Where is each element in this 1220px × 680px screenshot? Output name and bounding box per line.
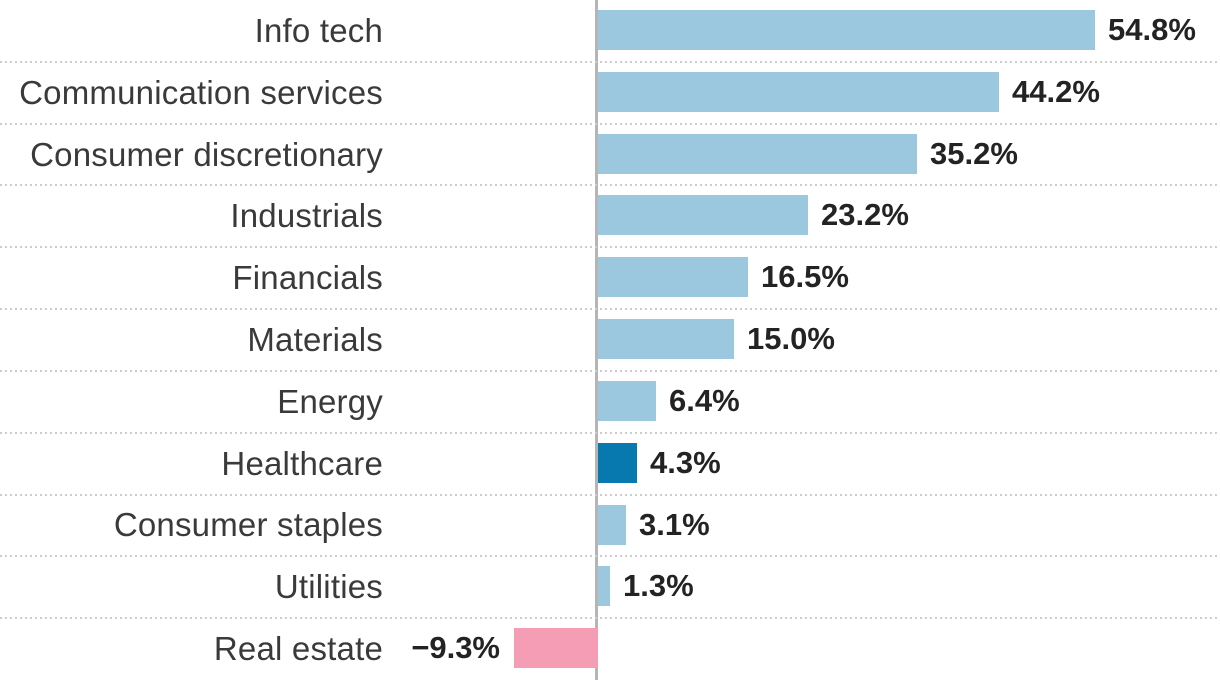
chart-row-real-estate: Real estate −9.3% [0, 617, 1220, 680]
category-label: Consumer discretionary [30, 135, 383, 173]
category-label: Real estate [213, 630, 383, 668]
category-label: Consumer staples [113, 506, 383, 544]
value-label: 23.2% [821, 197, 909, 233]
bar-healthcare [598, 442, 637, 483]
chart-row-utilities: Utilities 1.3% [0, 555, 1220, 618]
chart-row-financials: Financials 16.5% [0, 246, 1220, 309]
bar-industrials [598, 195, 808, 236]
chart-row-consumer-staples: Consumer staples 3.1% [0, 493, 1220, 557]
bar-materials [598, 319, 734, 360]
category-label: Utilities [274, 568, 383, 606]
bar-info-tech [598, 10, 1095, 50]
category-label: Healthcare [221, 444, 383, 482]
zero-baseline-axis-line [595, 0, 598, 680]
value-label: 3.1% [639, 506, 710, 542]
category-label: Industrials [230, 197, 383, 235]
value-label: 44.2% [1012, 73, 1100, 109]
value-label: 1.3% [623, 568, 694, 604]
value-label: −9.3% [411, 630, 500, 666]
bar-real-estate [514, 628, 598, 669]
category-label: Communication services [19, 73, 383, 111]
value-label: 54.8% [1108, 12, 1196, 47]
value-label: 4.3% [650, 444, 721, 480]
bar-consumer-discretionary [598, 133, 917, 174]
bar-communication-services [598, 71, 999, 112]
chart-row-energy: Energy 6.4% [0, 369, 1220, 433]
category-label: Financials [232, 259, 383, 297]
bar-energy [598, 380, 656, 421]
category-label: Energy [277, 382, 383, 420]
value-label: 15.0% [747, 321, 835, 357]
chart-row-healthcare: Healthcare 4.3% [0, 431, 1220, 495]
chart-row-info-tech: Info tech 54.8% [0, 0, 1220, 62]
category-label: Materials [247, 320, 383, 358]
chart-row-communication-services: Communication services 44.2% [0, 60, 1220, 124]
value-label: 6.4% [669, 382, 740, 418]
category-label: Info tech [254, 11, 383, 49]
value-label: 35.2% [930, 135, 1018, 171]
bar-financials [598, 257, 748, 298]
bar-utilities [598, 566, 610, 607]
chart-row-industrials: Industrials 23.2% [0, 184, 1220, 247]
bar-consumer-staples [598, 504, 626, 545]
chart-row-materials: Materials 15.0% [0, 308, 1220, 371]
value-label: 16.5% [761, 259, 849, 295]
chart-row-consumer-discretionary: Consumer discretionary 35.2% [0, 122, 1220, 186]
